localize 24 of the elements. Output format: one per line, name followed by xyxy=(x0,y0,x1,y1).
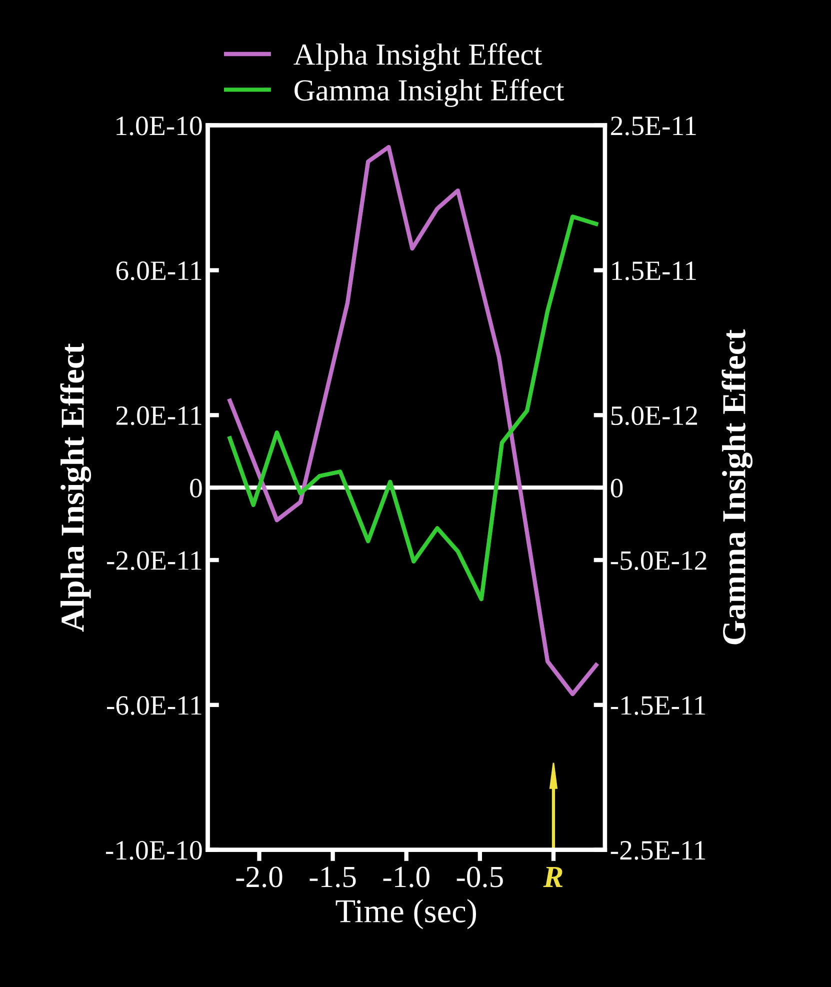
y2-tick-label: -1.5E-11 xyxy=(610,696,706,715)
x-tick-label: -1.0 xyxy=(383,866,430,888)
legend-label: Gamma Insight Effect xyxy=(294,78,564,108)
y-tick-label: 6.0E-11 xyxy=(116,261,202,280)
y-tick-label: -1.0E-10 xyxy=(106,840,202,860)
legend-label: Alpha Insight Effect xyxy=(294,43,542,72)
y2-tick-label: -2.5E-11 xyxy=(610,841,706,860)
x-axis-title: Time (sec) xyxy=(336,899,476,930)
y2-tick-label: 5.0E-12 xyxy=(611,406,698,426)
x-tick-label: -2.0 xyxy=(236,866,282,888)
y2-tick-label: 0 xyxy=(610,478,623,498)
y-tick-label: 0 xyxy=(190,478,202,498)
y-tick-label: -6.0E-11 xyxy=(107,696,202,715)
x-tick-label: R xyxy=(543,866,563,887)
y2-tick-label: 2.5E-11 xyxy=(611,116,696,136)
y2-axis-title: Gamma Insight Effect xyxy=(722,329,753,644)
y2-tick-label: 1.5E-11 xyxy=(612,262,696,280)
x-tick-label: -0.5 xyxy=(456,866,503,888)
y-tick-label: -2.0E-11 xyxy=(107,551,202,570)
x-tick-label: -1.5 xyxy=(310,866,356,888)
y-tick-label: 1.0E-10 xyxy=(116,116,202,136)
y2-tick-label: -5.0E-12 xyxy=(610,551,706,570)
y-axis-title: Alpha Insight Effect xyxy=(60,343,92,632)
y-tick-label: 2.0E-11 xyxy=(116,406,202,426)
